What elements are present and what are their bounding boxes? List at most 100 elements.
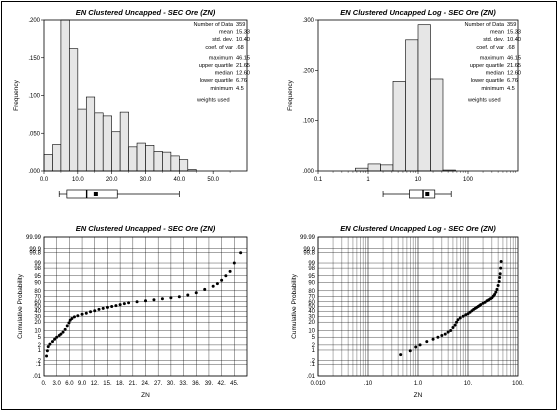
x-axis-label: ZN	[141, 392, 150, 399]
data-point	[72, 315, 76, 319]
histogram-bar	[392, 81, 406, 172]
data-point	[418, 343, 422, 347]
chart-title: EN Clustered Uncapped Log - SEC Ore (ZN)	[340, 224, 496, 233]
y-tick-label: .01	[307, 374, 316, 380]
stat-value: 359	[236, 22, 245, 28]
y-tick-label: 10	[308, 328, 315, 334]
histogram-bar	[77, 108, 87, 172]
x-tick-label: 21.	[129, 381, 138, 387]
stat-label: minimum	[210, 86, 233, 92]
x-tick-label: 9.0	[78, 381, 87, 387]
x-tick-label: .10	[364, 381, 373, 387]
stat-label: maximum	[480, 55, 505, 61]
histogram-bar	[430, 78, 444, 172]
data-point	[45, 354, 49, 358]
data-point	[61, 330, 65, 334]
y-tick-label: 99	[34, 261, 41, 267]
histogram-bar	[119, 111, 129, 172]
histogram-bar	[136, 142, 146, 172]
x-tick-label: 30.0	[140, 177, 152, 183]
x-tick-label: 30.	[167, 381, 176, 387]
x-tick-label: 0.1	[314, 177, 323, 183]
weights-note: weights used	[196, 97, 230, 103]
y-axis-label: Cumulative Probability	[291, 273, 298, 338]
x-tick-label: 0.	[41, 381, 46, 387]
x-tick-label: 12.	[91, 381, 100, 387]
data-point	[46, 345, 50, 349]
plot-frame	[317, 236, 519, 377]
data-point	[464, 313, 468, 317]
y-tick-label: 50	[308, 305, 315, 311]
data-point	[84, 311, 88, 315]
stat-label: median	[486, 71, 504, 77]
data-point	[446, 330, 450, 334]
data-point	[80, 312, 84, 316]
histogram-bar	[153, 151, 163, 172]
stat-value: .68	[236, 45, 244, 51]
stat-value: 6.76	[507, 78, 518, 84]
y-tick-label: 60	[34, 300, 41, 306]
y-tick-label: 99.99	[26, 235, 42, 241]
stat-label: mean	[490, 30, 504, 36]
y-tick-label: 20	[308, 320, 315, 326]
histogram-bar	[128, 146, 138, 172]
data-point	[456, 318, 460, 322]
y-tick-label: .2	[36, 358, 42, 364]
boxplot-mean	[93, 192, 98, 196]
data-point	[55, 335, 59, 339]
data-point	[453, 323, 457, 327]
x-tick-label: 50.0	[207, 177, 219, 183]
y-tick-label: .01	[33, 374, 42, 380]
x-tick-label: 1.0	[414, 381, 423, 387]
data-point	[50, 340, 54, 344]
x-axis-label: ZN	[414, 392, 423, 399]
histogram-bar	[94, 112, 104, 172]
histogram-bar	[43, 154, 53, 172]
data-point	[495, 287, 499, 291]
stat-label: coef. of var	[476, 45, 504, 51]
data-point	[414, 345, 418, 349]
y-tick-label: 99.8	[29, 251, 41, 257]
data-point	[493, 292, 497, 296]
y-tick-label: 1	[312, 348, 316, 354]
stat-label: std. dev.	[212, 37, 233, 43]
boxplot-box	[66, 189, 118, 199]
stat-value: 21.65	[507, 63, 521, 69]
y-tick-label: 5	[38, 335, 42, 341]
y-tick-label: 70	[34, 295, 41, 301]
histogram-bar	[179, 159, 189, 172]
stat-value: 15.33	[507, 30, 521, 36]
data-point	[494, 290, 498, 294]
y-axis-label: Cumulative Probability	[17, 273, 24, 338]
data-point	[177, 295, 181, 299]
plot-frame	[43, 236, 248, 377]
histogram-bar	[170, 155, 180, 172]
y-tick-label: 70	[308, 295, 315, 301]
data-point	[144, 299, 147, 303]
data-point	[59, 332, 63, 336]
x-tick-label: 20.0	[106, 177, 118, 183]
data-point	[431, 337, 435, 341]
data-point	[169, 296, 173, 300]
chart-title: EN Clustered Uncapped Log - SEC Ore (ZN)	[340, 8, 496, 17]
x-tick-label: 6.0	[65, 381, 74, 387]
data-point	[461, 314, 465, 318]
data-point	[499, 259, 503, 263]
data-point	[451, 326, 455, 330]
stat-label: upper quartile	[470, 63, 504, 69]
data-point	[224, 274, 228, 278]
stat-label: median	[215, 71, 233, 77]
data-point	[497, 279, 501, 283]
y-tick-label: 98	[34, 266, 41, 272]
stat-label: upper quartile	[199, 63, 233, 69]
outer-border	[1, 1, 557, 410]
x-tick-label: 18.	[116, 381, 125, 387]
data-point	[194, 291, 198, 295]
y-tick-label: 2	[312, 343, 316, 349]
y-tick-label: 30	[34, 314, 41, 320]
stat-value: 4.5	[236, 86, 244, 92]
data-point	[220, 278, 224, 282]
x-tick-label: 0.010	[310, 381, 326, 387]
y-tick-label: 98	[308, 266, 315, 272]
stat-value: 6.76	[236, 78, 247, 84]
